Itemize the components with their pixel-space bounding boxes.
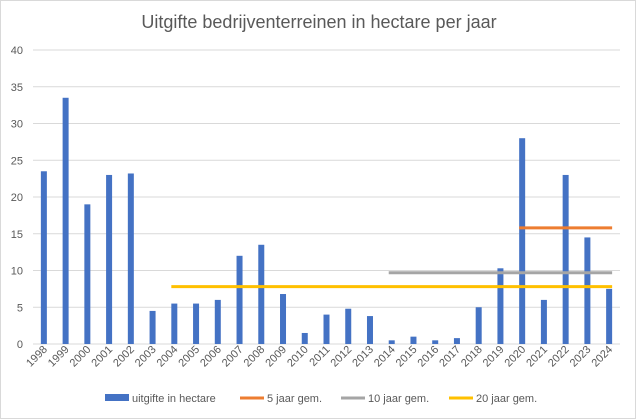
bar (388, 340, 395, 344)
bar (606, 288, 613, 344)
y-tick-label: 15 (11, 229, 23, 241)
x-tick-label: 2021 (524, 344, 550, 370)
y-tick-label: 20 (11, 192, 23, 204)
x-tick-label: 2004 (155, 344, 181, 370)
x-tick-label: 2008 (242, 344, 268, 370)
bar (280, 294, 287, 344)
x-tick-label: 2000 (68, 344, 94, 370)
bar (345, 308, 352, 344)
legend-swatch (105, 394, 129, 401)
y-tick-label: 30 (11, 119, 23, 131)
bar (519, 138, 526, 344)
x-tick-label: 2012 (329, 344, 355, 370)
x-tick-label: 2014 (372, 344, 398, 370)
x-tick-label: 2009 (263, 344, 289, 370)
x-tick-label: 2023 (568, 344, 594, 370)
x-tick-label: 2024 (589, 344, 615, 370)
bar (584, 237, 591, 344)
x-tick-label: 2011 (307, 344, 332, 369)
x-tick-label: 2002 (111, 344, 137, 370)
x-tick-label: 2019 (481, 344, 507, 370)
bar (171, 303, 178, 344)
x-tick-label: 1998 (24, 344, 50, 370)
bar (84, 204, 91, 344)
bar (258, 244, 265, 344)
x-tick-label: 1999 (46, 344, 72, 370)
x-tick-label: 2013 (350, 344, 376, 370)
x-tick-label: 2010 (285, 344, 311, 370)
x-tick-label: 2016 (416, 344, 442, 370)
bar (193, 303, 200, 344)
x-tick-label: 2006 (198, 344, 224, 370)
bar (497, 268, 504, 344)
bar (236, 255, 243, 344)
bar (432, 340, 439, 344)
bar (127, 173, 134, 344)
legend-label: 10 jaar gem. (368, 393, 429, 405)
bar (62, 97, 69, 345)
bar (106, 174, 113, 344)
bar (540, 299, 547, 344)
bar (323, 314, 330, 344)
bar (149, 310, 156, 344)
x-tick-label: 2001 (89, 344, 115, 370)
bar (366, 316, 373, 344)
legend-label: uitgifte in hectare (132, 393, 216, 405)
bar (40, 171, 47, 344)
x-tick-label: 2020 (502, 344, 528, 370)
x-tick-label: 2018 (459, 344, 485, 370)
x-tick-label: 2022 (546, 344, 572, 370)
chart-title: Uitgifte bedrijventerreinen in hectare p… (141, 12, 497, 32)
legend-label: 5 jaar gem. (267, 393, 322, 405)
y-tick-label: 25 (11, 155, 23, 167)
x-tick-label: 2003 (133, 344, 159, 370)
legend-label: 20 jaar gem. (476, 393, 537, 405)
y-tick-label: 5 (17, 302, 23, 314)
bar (475, 307, 482, 344)
y-tick-label: 10 (11, 266, 23, 278)
y-tick-label: 35 (11, 82, 23, 94)
x-tick-label: 2017 (437, 344, 463, 370)
x-tick-label: 2007 (220, 344, 246, 370)
y-tick-label: 0 (17, 339, 23, 351)
bar (453, 338, 460, 344)
y-tick-label: 40 (11, 45, 23, 57)
x-tick-label: 2015 (394, 344, 420, 370)
bar (301, 332, 308, 344)
bar (562, 174, 569, 344)
bar (410, 336, 417, 344)
x-tick-label: 2005 (176, 344, 202, 370)
bar (214, 299, 221, 344)
